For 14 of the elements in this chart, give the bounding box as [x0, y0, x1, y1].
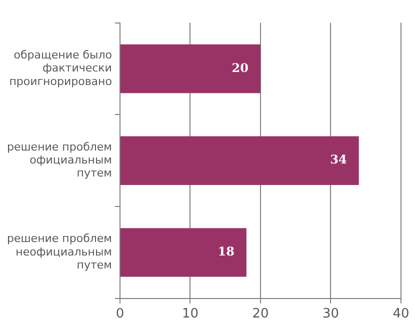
data-label: 34	[330, 152, 347, 167]
x-tick-label: 40	[392, 306, 410, 322]
x-tick-label: 10	[182, 306, 199, 322]
bar	[120, 228, 246, 277]
data-label: 18	[218, 244, 234, 259]
y-tick-label: решение проблем официальным путем	[6, 140, 112, 180]
bar	[120, 136, 359, 185]
data-label: 20	[232, 60, 248, 75]
x-tick-label: 20	[252, 306, 269, 322]
x-tick-label: 30	[322, 306, 340, 322]
x-tick-label: 0	[116, 306, 124, 322]
y-tick-label: решение проблем неофициальным путем	[6, 232, 112, 272]
bar	[120, 44, 260, 94]
y-tick-label: обращение было фактически проигнорировано	[9, 48, 112, 88]
